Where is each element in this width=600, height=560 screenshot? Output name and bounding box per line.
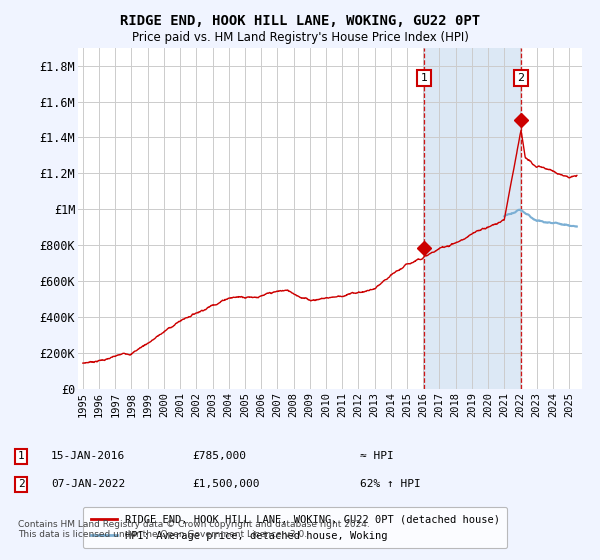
Text: Contains HM Land Registry data © Crown copyright and database right 2024.
This d: Contains HM Land Registry data © Crown c… bbox=[18, 520, 370, 539]
Text: 2: 2 bbox=[517, 73, 524, 83]
Text: ≈ HPI: ≈ HPI bbox=[360, 451, 394, 461]
Text: Price paid vs. HM Land Registry's House Price Index (HPI): Price paid vs. HM Land Registry's House … bbox=[131, 31, 469, 44]
Text: £785,000: £785,000 bbox=[192, 451, 246, 461]
Text: £1,500,000: £1,500,000 bbox=[192, 479, 260, 489]
Text: 2: 2 bbox=[17, 479, 25, 489]
Text: 62% ↑ HPI: 62% ↑ HPI bbox=[360, 479, 421, 489]
Text: RIDGE END, HOOK HILL LANE, WOKING, GU22 0PT: RIDGE END, HOOK HILL LANE, WOKING, GU22 … bbox=[120, 14, 480, 28]
Text: 1: 1 bbox=[421, 73, 427, 83]
Text: 1: 1 bbox=[17, 451, 25, 461]
Legend: RIDGE END, HOOK HILL LANE, WOKING, GU22 0PT (detached house), HPI: Average price: RIDGE END, HOOK HILL LANE, WOKING, GU22 … bbox=[83, 507, 507, 548]
Text: 15-JAN-2016: 15-JAN-2016 bbox=[51, 451, 125, 461]
Text: 07-JAN-2022: 07-JAN-2022 bbox=[51, 479, 125, 489]
Bar bbox=[424, 48, 521, 389]
